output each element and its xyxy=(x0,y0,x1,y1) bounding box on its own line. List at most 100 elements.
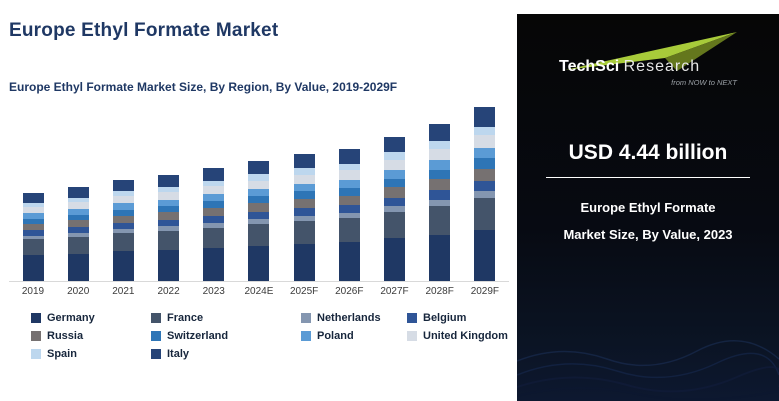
segment-switzerland xyxy=(112,209,134,216)
segment-belgium xyxy=(293,208,315,216)
segment-spain xyxy=(22,202,44,208)
legend-swatch xyxy=(407,313,417,323)
segment-germany xyxy=(474,229,496,282)
chart-title: Europe Ethyl Formate Market Size, By Reg… xyxy=(9,80,398,94)
segment-russia xyxy=(293,199,315,209)
legend-label: Spain xyxy=(47,348,77,360)
legend-item-netherlands: Netherlands xyxy=(301,312,407,324)
segment-poland xyxy=(293,183,315,192)
segment-russia xyxy=(384,187,405,198)
segment-belgium xyxy=(429,190,451,200)
logo-text-research: Research xyxy=(623,58,701,75)
stacked-bar xyxy=(474,107,496,282)
legend-item-germany: Germany xyxy=(31,312,151,324)
segment-netherlands xyxy=(203,222,225,228)
bar-2021: 2021 xyxy=(101,102,145,300)
segment-germany xyxy=(384,238,405,282)
segment-poland xyxy=(22,213,44,219)
chart-section: Europe Ethyl Formate Market Europe Ethyl… xyxy=(9,20,509,360)
segment-france xyxy=(248,224,270,246)
wave-decoration xyxy=(517,340,779,401)
segment-united-kingdom xyxy=(293,174,315,184)
legend-item-france: France xyxy=(151,312,301,324)
segment-poland xyxy=(248,189,270,197)
segment-italy xyxy=(158,174,180,187)
segment-poland xyxy=(67,209,89,215)
bar-2020: 2020 xyxy=(56,102,100,300)
segment-switzerland xyxy=(67,214,89,221)
segment-spain xyxy=(293,168,315,175)
logo-text-techsci: TechSci xyxy=(559,58,620,75)
bars: 2019 2020 2021 2022 2023 2024E 2025F 2026F 2027F… xyxy=(9,102,509,300)
segment-belgium xyxy=(474,180,496,192)
legend-label: Poland xyxy=(317,330,354,342)
segment-spain xyxy=(67,197,89,203)
segment-belgium xyxy=(112,222,134,230)
x-axis-label: 2027F xyxy=(380,286,409,297)
bar-2019: 2019 xyxy=(11,102,55,300)
logo-tagline: from NOW to NEXT xyxy=(671,78,737,87)
segment-belgium xyxy=(22,230,44,236)
bar-chart: 2019 2020 2021 2022 2023 2024E 2025F 2026F 2027F… xyxy=(9,102,509,300)
bar-2028f: 2028F xyxy=(418,102,462,300)
segment-italy xyxy=(429,123,451,142)
segment-switzerland xyxy=(248,196,270,204)
segment-italy xyxy=(474,107,496,127)
segment-switzerland xyxy=(158,205,180,213)
legend-swatch xyxy=(407,331,417,341)
bar-2022: 2022 xyxy=(147,102,191,300)
x-axis-label: 2026F xyxy=(335,286,364,297)
x-axis-label: 2021 xyxy=(112,286,135,297)
stacked-bar xyxy=(158,174,180,282)
segment-poland xyxy=(338,179,360,188)
segment-united-kingdom xyxy=(474,135,496,148)
legend-item-italy: Italy xyxy=(151,348,301,360)
caption-line-2: Market Size, By Value, 2023 xyxy=(563,227,733,243)
segment-switzerland xyxy=(474,158,496,169)
segment-united-kingdom xyxy=(22,207,44,214)
bar-2029f: 2029F xyxy=(463,102,507,300)
bar-2026f: 2026F xyxy=(327,102,371,300)
caption-line-1: Europe Ethyl Formate xyxy=(580,200,716,215)
segment-poland xyxy=(158,199,180,206)
segment-netherlands xyxy=(338,212,360,219)
segment-united-kingdom xyxy=(384,159,405,170)
segment-united-kingdom xyxy=(429,149,451,161)
legend-swatch xyxy=(301,331,311,341)
segment-france xyxy=(112,233,134,252)
x-axis-line xyxy=(9,281,509,282)
segment-germany xyxy=(429,234,451,282)
segment-switzerland xyxy=(293,191,315,200)
logo-text: TechSci Research xyxy=(553,58,743,76)
segment-russia xyxy=(22,224,44,231)
segment-netherlands xyxy=(248,219,270,225)
segment-italy xyxy=(248,160,270,175)
stacked-bar xyxy=(112,180,134,282)
segment-spain xyxy=(384,152,405,160)
stacked-bar xyxy=(338,149,360,282)
segment-russia xyxy=(203,208,225,217)
stacked-bar xyxy=(429,123,451,282)
x-axis-label: 2024E xyxy=(244,286,274,297)
legend-label: Italy xyxy=(167,348,190,360)
segment-russia xyxy=(338,195,360,205)
page-title: Europe Ethyl Formate Market xyxy=(9,20,279,41)
segment-italy xyxy=(22,193,44,203)
segment-united-kingdom xyxy=(203,186,225,195)
segment-germany xyxy=(158,249,180,282)
segment-united-kingdom xyxy=(338,170,360,180)
segment-italy xyxy=(384,136,405,153)
bar-2024e: 2024E xyxy=(237,102,281,300)
x-axis-label: 2019 xyxy=(21,286,45,297)
stacked-bar xyxy=(22,193,44,282)
bar-2025f: 2025F xyxy=(282,102,326,300)
segment-spain xyxy=(429,141,451,150)
legend-swatch xyxy=(31,331,41,341)
segment-france xyxy=(203,227,225,249)
legend-label: Russia xyxy=(47,330,84,342)
segment-belgium xyxy=(384,197,405,207)
segment-united-kingdom xyxy=(248,180,270,190)
segment-netherlands xyxy=(22,235,44,240)
segment-united-kingdom xyxy=(158,192,180,200)
segment-russia xyxy=(158,212,180,220)
